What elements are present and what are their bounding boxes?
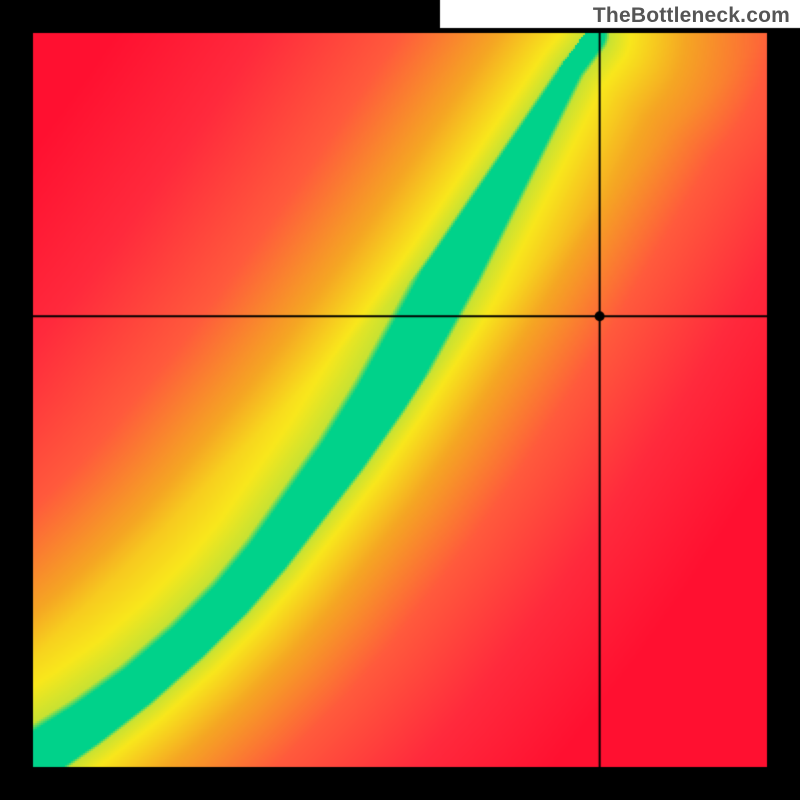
watermark-text: TheBottleneck.com (593, 4, 790, 28)
bottleneck-chart-container: TheBottleneck.com (0, 0, 800, 800)
bottleneck-heatmap-canvas (0, 0, 800, 800)
